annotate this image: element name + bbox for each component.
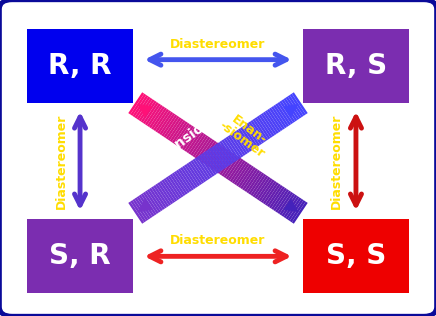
Text: S, S: S, S [326,242,386,270]
Text: Diastereomer: Diastereomer [54,113,68,209]
Text: R, R: R, R [48,52,112,80]
Text: Enan-
-siomer: Enan- -siomer [217,109,274,161]
Text: Diastereomer: Diastereomer [330,113,344,209]
FancyBboxPatch shape [303,29,409,103]
Text: Diastereomer: Diastereomer [170,234,266,247]
Text: Enansiomer: Enansiomer [149,102,232,168]
FancyBboxPatch shape [27,29,133,103]
FancyBboxPatch shape [303,220,409,293]
Text: S, R: S, R [49,242,111,270]
Text: Diastereomer: Diastereomer [170,38,266,51]
Text: R, S: R, S [325,52,387,80]
FancyBboxPatch shape [27,220,133,293]
